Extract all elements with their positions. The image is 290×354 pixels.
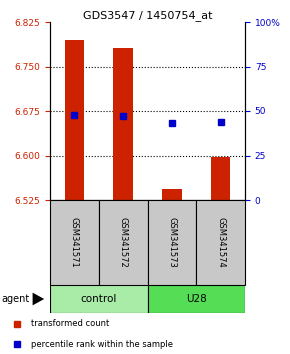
Bar xyxy=(65,40,84,200)
Text: GSM341573: GSM341573 xyxy=(167,217,176,268)
Bar xyxy=(196,200,245,285)
Text: transformed count: transformed count xyxy=(31,319,110,328)
Bar xyxy=(211,157,230,200)
Bar xyxy=(148,200,196,285)
Text: GSM341571: GSM341571 xyxy=(70,217,79,268)
Text: GSM341572: GSM341572 xyxy=(119,217,128,268)
Text: agent: agent xyxy=(1,294,30,304)
Bar xyxy=(50,285,148,313)
Bar xyxy=(99,200,148,285)
Bar xyxy=(113,47,133,200)
Polygon shape xyxy=(32,293,44,306)
Bar xyxy=(162,189,182,200)
Text: percentile rank within the sample: percentile rank within the sample xyxy=(31,340,173,349)
Text: U28: U28 xyxy=(186,294,206,304)
Bar xyxy=(148,285,245,313)
Title: GDS3547 / 1450754_at: GDS3547 / 1450754_at xyxy=(83,10,212,21)
Bar xyxy=(50,200,99,285)
Text: GSM341574: GSM341574 xyxy=(216,217,225,268)
Text: control: control xyxy=(81,294,117,304)
